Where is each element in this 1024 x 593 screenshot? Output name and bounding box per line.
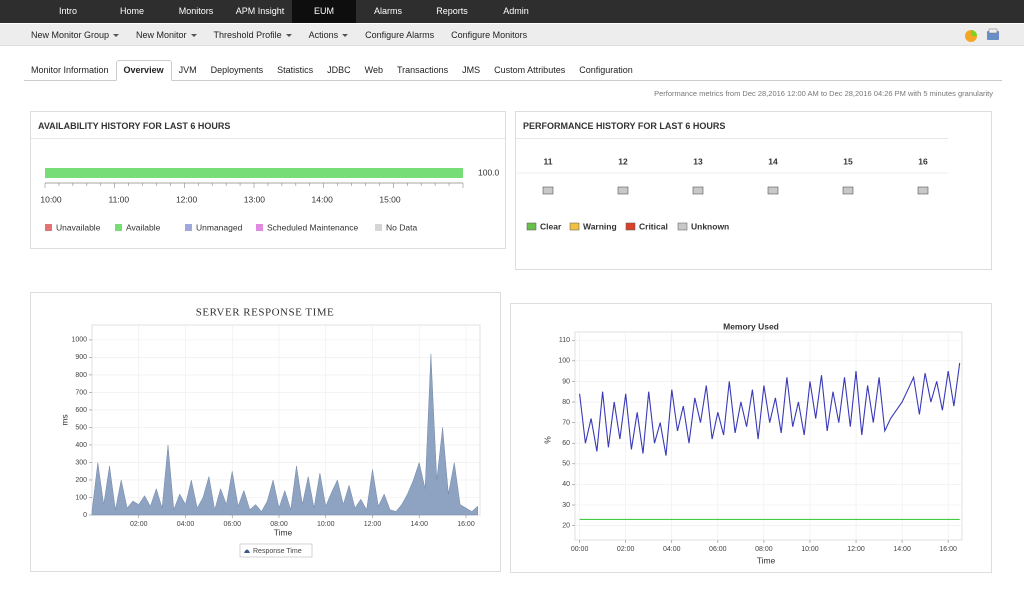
- tab[interactable]: Deployments: [210, 65, 264, 75]
- tab[interactable]: JVM: [178, 65, 197, 75]
- panel-title: PERFORMANCE HISTORY FOR LAST 6 HOURS: [523, 121, 726, 131]
- nav-item[interactable]: Admin: [503, 6, 529, 16]
- nav-item[interactable]: EUM: [292, 0, 356, 23]
- tab[interactable]: Web: [364, 65, 383, 75]
- tab[interactable]: Configuration: [579, 65, 633, 75]
- memory-panel: [510, 303, 992, 573]
- toolbar-item[interactable]: Configure Monitors: [451, 29, 528, 40]
- divider: [31, 138, 505, 139]
- tab[interactable]: Custom Attributes: [494, 65, 566, 75]
- toolbar-item[interactable]: New Monitor Group: [31, 30, 119, 40]
- toolbar-item[interactable]: Threshold Profile: [214, 30, 292, 40]
- nav-item[interactable]: Alarms: [373, 6, 402, 16]
- response-panel: [30, 292, 501, 572]
- performance-panel: PERFORMANCE HISTORY FOR LAST 6 HOURS: [515, 111, 992, 270]
- nav-item[interactable]: Reports: [436, 6, 468, 16]
- tab[interactable]: JDBC: [327, 65, 351, 75]
- tab[interactable]: Overview: [115, 60, 172, 81]
- divider: [516, 138, 948, 139]
- nav-item[interactable]: APM Insight: [235, 6, 285, 16]
- nav-item[interactable]: Monitors: [178, 6, 214, 16]
- toolbar-item[interactable]: Actions: [309, 30, 349, 40]
- nav-item[interactable]: Intro: [58, 6, 77, 16]
- tabs: Monitor Information Overview JVM Deployment…: [24, 60, 1002, 81]
- panel-title: AVAILABILITY HISTORY FOR LAST 6 HOURS: [38, 121, 231, 131]
- tab[interactable]: Transactions: [396, 65, 449, 75]
- toolbar: New Monitor Group New Monitor Threshold Pr…: [0, 24, 1024, 46]
- toolbar-item[interactable]: Configure Alarms: [365, 29, 435, 40]
- top-nav: Intro Home Monitors APM Insight EUM Alarms Rep…: [0, 0, 1024, 23]
- tab[interactable]: JMS: [462, 65, 481, 75]
- availability-panel: AVAILABILITY HISTORY FOR LAST 6 HOURS: [30, 111, 506, 249]
- tab[interactable]: Statistics: [277, 65, 314, 75]
- nav-item[interactable]: Home: [119, 6, 144, 16]
- metrics-note: Performance metrics from Dec 28,2016 12:…: [654, 89, 993, 98]
- tab[interactable]: Monitor Information: [31, 65, 109, 75]
- toolbar-item[interactable]: New Monitor: [136, 30, 197, 40]
